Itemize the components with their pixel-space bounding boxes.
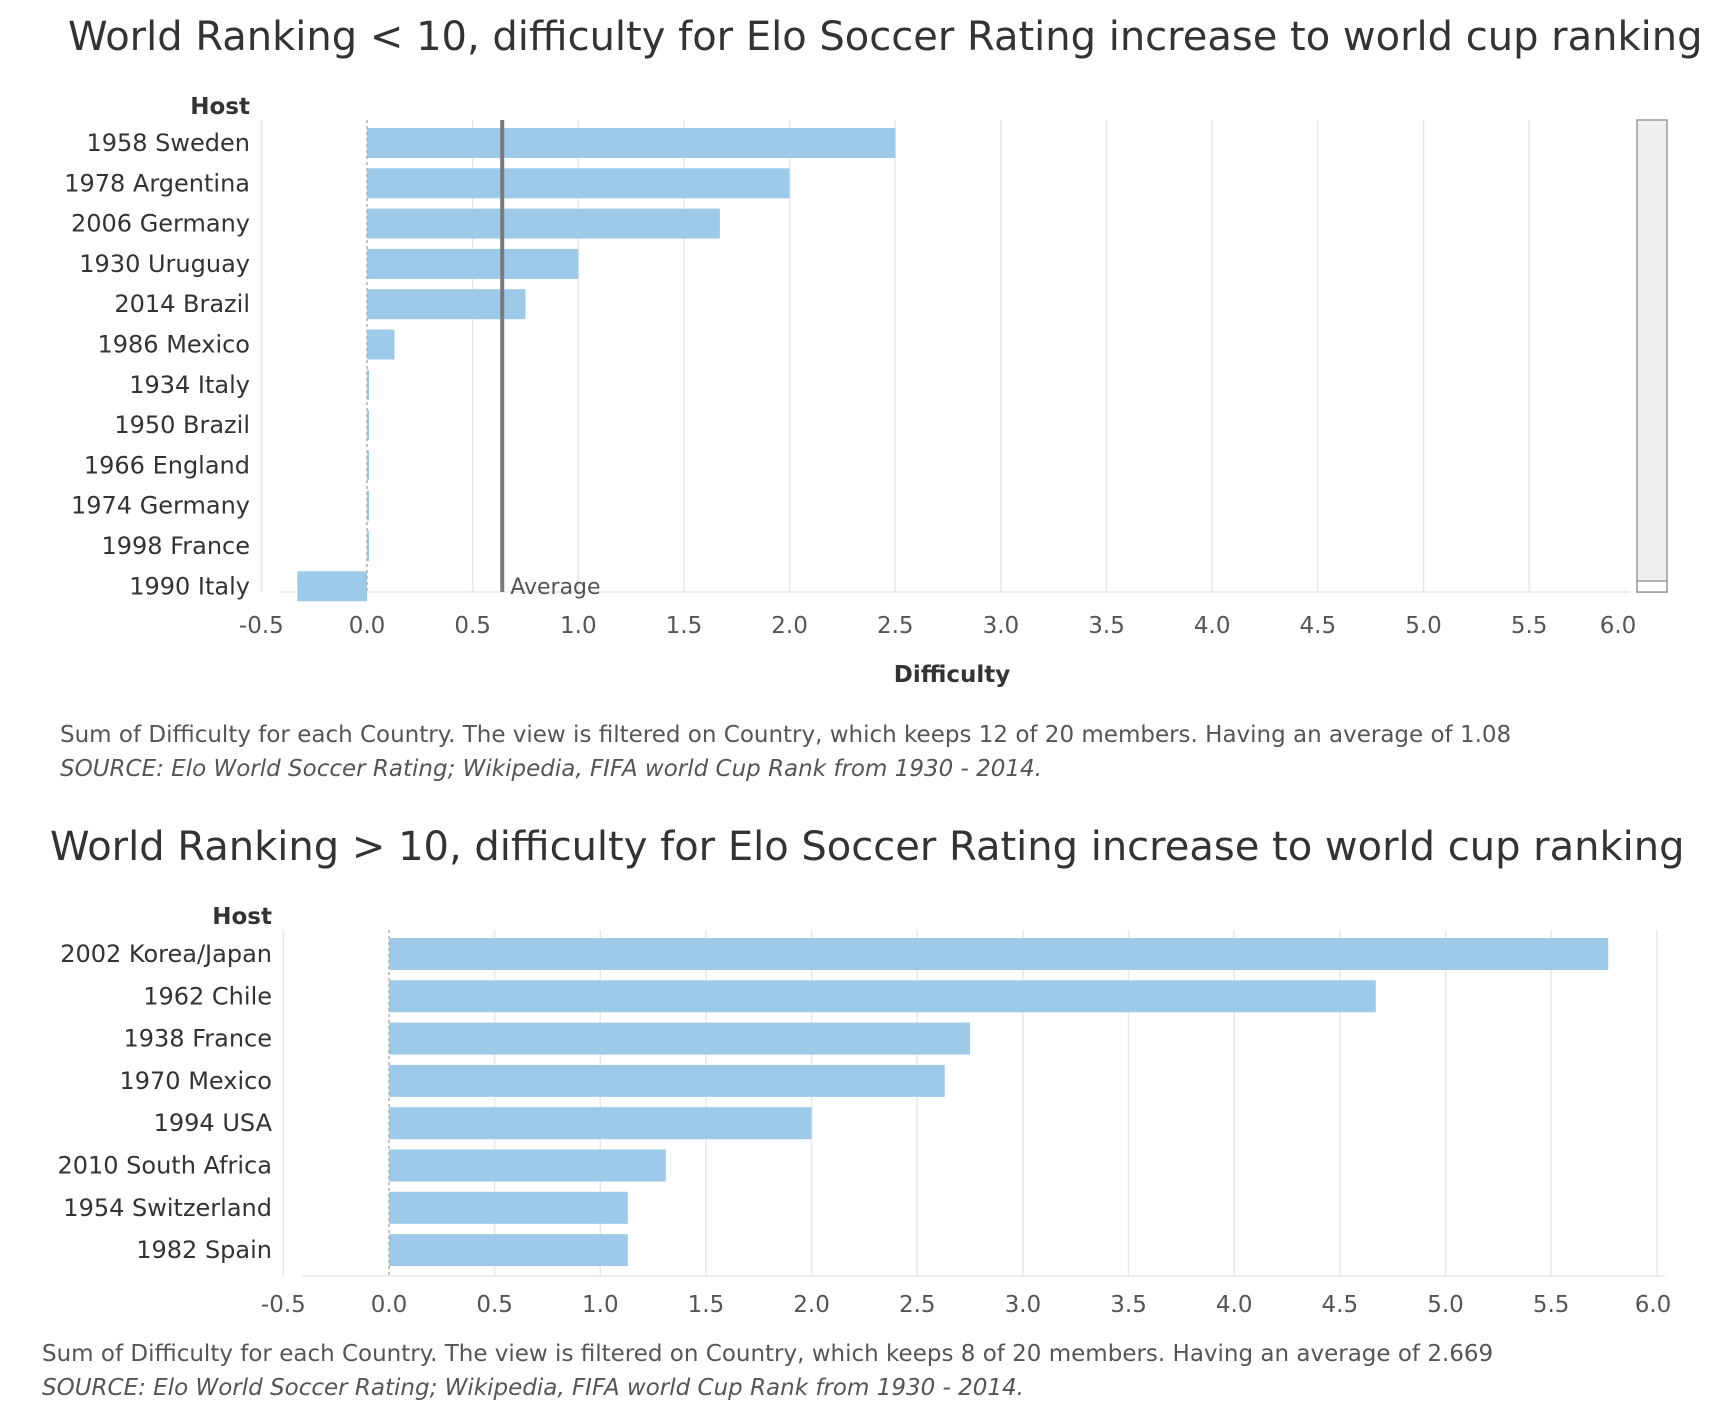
- chart-1-title: World Ranking < 10, difficulty for Elo S…: [68, 14, 1703, 60]
- chart-2-x-tick-label: 6.0: [1635, 1292, 1672, 1318]
- chart-2-x-tick-label: 4.5: [1322, 1292, 1359, 1318]
- chart-2-plot: 2002 Korea/Japan 1962 Chile 1938 France 197…: [57, 904, 1672, 1318]
- chart-1-x-tick-label: -0.5: [239, 613, 284, 639]
- chart-1-host-label: 1974 Germany: [71, 492, 250, 520]
- chart-2-bar: [389, 980, 1376, 1013]
- chart-1-host-label: 1950 Brazil: [114, 411, 250, 439]
- chart-1-bar: [367, 128, 896, 158]
- chart-2-host-label: 2010 South Africa: [57, 1152, 272, 1180]
- chart-1-host-label: 1958 Sweden: [86, 129, 250, 157]
- chart-1-x-tick-label: 3.5: [1088, 613, 1125, 639]
- chart-1-host-label: 1934 Italy: [129, 371, 250, 399]
- chart-2-host-label: 2002 Korea/Japan: [60, 940, 272, 968]
- chart-1-host-label: 1998 France: [101, 532, 250, 560]
- chart-2-bar: [389, 1149, 666, 1182]
- chart-1-bar: [367, 369, 369, 400]
- chart-1-x-tick-label: 6.0: [1600, 613, 1637, 639]
- chart-2-host-label: 1970 Mexico: [119, 1067, 272, 1095]
- chart-1-bar: [367, 208, 720, 239]
- chart-2-x-tick-label: 3.0: [1005, 1292, 1042, 1318]
- chart-1-host-label: 2014 Brazil: [114, 290, 250, 318]
- chart-1-x-tick-label: 2.5: [877, 613, 914, 639]
- chart-1-host-label: 2006 Germany: [71, 210, 250, 238]
- chart-1-bar: [367, 248, 579, 279]
- chart-1-x-tick-label: 1.5: [666, 613, 703, 639]
- chart-1-host-label: 1986 Mexico: [97, 331, 250, 359]
- chart-2-bar: [389, 1022, 971, 1055]
- chart-1-bar: [367, 531, 369, 561]
- chart-2-bar: [389, 1064, 945, 1097]
- chart-1-bar: [367, 289, 526, 320]
- chart-1-bar: [297, 571, 367, 602]
- chart-2-x-tick-label: 2.0: [793, 1292, 830, 1318]
- chart-2-x-tick-label: 5.5: [1533, 1292, 1570, 1318]
- chart-2-host-label: 1962 Chile: [143, 982, 272, 1010]
- chart-1-x-tick-label: 5.0: [1405, 613, 1442, 639]
- chart-2-x-tick-label: 1.5: [688, 1292, 725, 1318]
- chart-2-caption: Sum of Difficulty for each Country. The …: [42, 1341, 1494, 1367]
- chart-1-x-tick-label: 0.5: [454, 613, 491, 639]
- chart-2-host-label: 1938 France: [123, 1025, 272, 1053]
- chart-2-x-tick-label: 1.0: [582, 1292, 619, 1318]
- chart-2-bar: [389, 1234, 628, 1267]
- chart-2-x-tick-label: 2.5: [899, 1292, 936, 1318]
- chart-2-host-label: 1954 Switzerland: [63, 1194, 272, 1222]
- chart-2-x-tick-label: 3.5: [1110, 1292, 1147, 1318]
- chart-2-bar: [389, 938, 1609, 970]
- chart-1-source: SOURCE: Elo World Soccer Rating; Wikiped…: [60, 756, 1042, 782]
- chart-1-bar: [367, 168, 790, 199]
- chart-1-x-tick-label: 2.0: [771, 613, 808, 639]
- chart-2-host-label: 1982 Spain: [136, 1236, 272, 1264]
- chart-1-host-label: 1978 Argentina: [64, 169, 250, 197]
- chart-1-x-tick-label: 4.5: [1300, 613, 1337, 639]
- chart-1-bar: [367, 410, 369, 441]
- chart-1-x-tick-label: 1.0: [560, 613, 597, 639]
- chart-2-x-tick-label: 0.5: [476, 1292, 513, 1318]
- chart-1-bar: [367, 450, 369, 481]
- chart-2-host-label: 1994 USA: [154, 1109, 273, 1137]
- chart-2-row-header: Host: [212, 904, 272, 930]
- chart-1-host-label: 1966 England: [84, 451, 250, 479]
- chart-2-x-tick-label: -0.5: [261, 1292, 306, 1318]
- chart-1-caption: Sum of Difficulty for each Country. The …: [60, 722, 1512, 748]
- chart-2-title: World Ranking > 10, difficulty for Elo S…: [50, 824, 1685, 870]
- chart-1-host-label: 1930 Uruguay: [79, 250, 250, 278]
- chart-1-row-header: Host: [190, 94, 250, 120]
- chart-1-x-tick-label: 5.5: [1511, 613, 1548, 639]
- chart-1-x-axis-title: Difficulty: [894, 662, 1011, 688]
- chart-2-x-tick-label: 4.0: [1216, 1292, 1253, 1318]
- chart-1-scrollbar-thumb[interactable]: [1636, 580, 1668, 593]
- chart-1-bar: [367, 329, 395, 360]
- chart-2-x-tick-label: 5.0: [1427, 1292, 1464, 1318]
- chart-1-x-tick-label: 3.0: [983, 613, 1020, 639]
- chart-2-source: SOURCE: Elo World Soccer Rating; Wikiped…: [42, 1375, 1024, 1401]
- chart-2-bar: [389, 1107, 812, 1140]
- chart-1-reference-label: Average: [510, 575, 600, 600]
- chart-1-plot: 1958 Sweden 1978 Argentina 2006 Germany 193…: [64, 94, 1668, 688]
- chart-2-x-tick-label: 0.0: [371, 1292, 408, 1318]
- chart-1-x-tick-label: 0.0: [349, 613, 386, 639]
- chart-1-x-tick-label: 4.0: [1194, 613, 1231, 639]
- chart-2-bar: [389, 1191, 628, 1224]
- chart-1-host-label: 1990 Italy: [129, 572, 250, 600]
- chart-1-bar: [367, 490, 369, 521]
